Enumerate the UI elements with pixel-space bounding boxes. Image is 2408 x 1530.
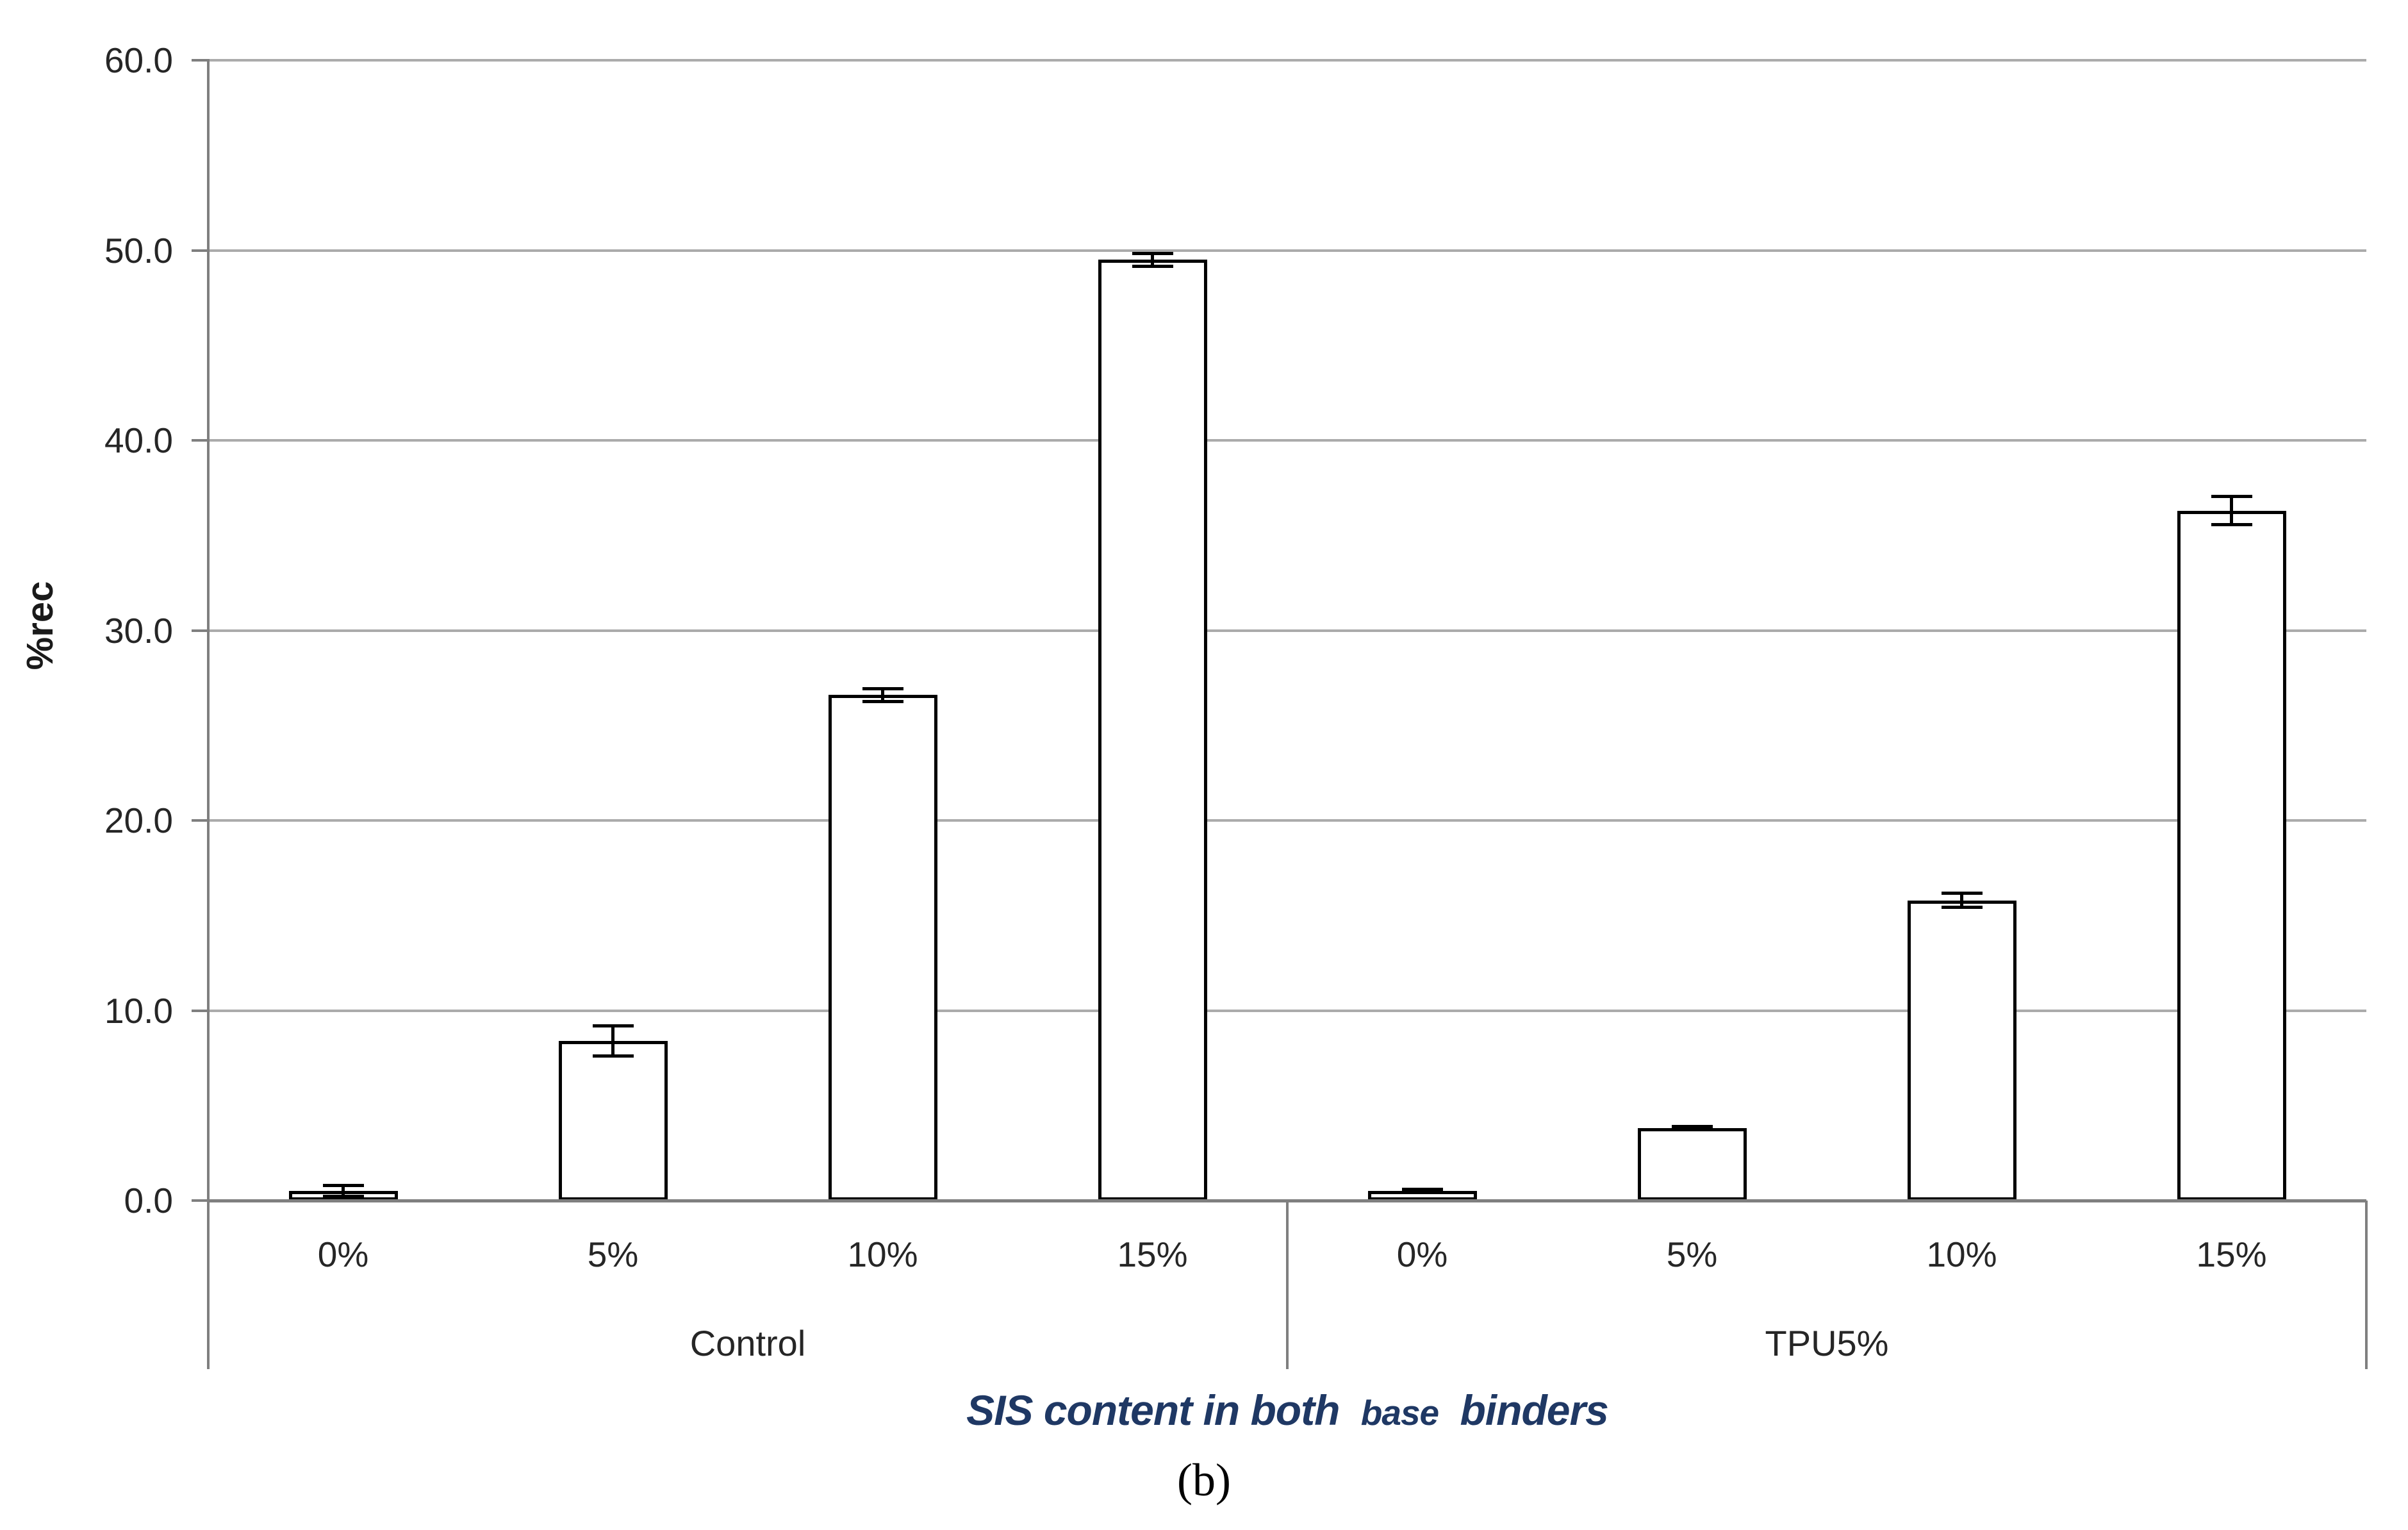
error-bar-line-Control-10% xyxy=(881,688,884,702)
error-bar-cap-top-Control-10% xyxy=(862,686,903,690)
y-tick-label-60.0: 60.0 xyxy=(104,40,173,80)
error-bar-cap-bottom-Control-15% xyxy=(1132,264,1173,268)
category-label-Control-0%: 0% xyxy=(317,1235,369,1274)
error-bar-cap-top-TPU5%-5% xyxy=(1671,1125,1713,1129)
error-bar-line-Control-5% xyxy=(611,1026,614,1056)
group-divider-1 xyxy=(1286,1201,1289,1369)
bar-TPU5%-10% xyxy=(1907,900,2016,1201)
x-axis-title-part2: base xyxy=(1360,1393,1439,1433)
error-bar-cap-top-TPU5%-0% xyxy=(1401,1188,1443,1192)
y-axis-line xyxy=(207,59,210,1369)
error-bar-line-Control-0% xyxy=(342,1185,345,1197)
category-label-Control-5%: 5% xyxy=(587,1235,639,1274)
category-label-TPU5%-5%: 5% xyxy=(1666,1235,1718,1274)
y-tick-label-0.0: 0.0 xyxy=(124,1181,173,1220)
error-bar-cap-bottom-TPU5%-10% xyxy=(1941,906,1983,910)
category-label-Control-10%: 10% xyxy=(847,1235,918,1274)
error-bar-line-TPU5%-10% xyxy=(1960,892,1963,908)
error-bar-cap-bottom-TPU5%-0% xyxy=(1401,1191,1443,1195)
bar-TPU5%-15% xyxy=(2177,510,2286,1201)
error-bar-cap-top-Control-0% xyxy=(322,1184,364,1188)
gridline-60 xyxy=(208,59,2366,62)
x-axis-title: SIS content in both base binders xyxy=(208,1386,2366,1437)
error-bar-cap-bottom-TPU5%-15% xyxy=(2211,522,2252,526)
y-tick-60.0 xyxy=(192,59,207,62)
y-tick-0.0 xyxy=(192,1199,207,1202)
y-tick-40.0 xyxy=(192,439,207,442)
error-bar-cap-bottom-Control-10% xyxy=(862,699,903,703)
y-tick-50.0 xyxy=(192,249,207,252)
group-divider-2 xyxy=(2365,1201,2368,1369)
gridline-30 xyxy=(208,629,2366,632)
y-tick-30.0 xyxy=(192,629,207,632)
x-axis-line xyxy=(208,1199,2366,1202)
error-bar-cap-top-TPU5%-10% xyxy=(1941,891,1983,895)
category-label-TPU5%-15%: 15% xyxy=(2196,1235,2267,1274)
gridline-20 xyxy=(208,819,2366,822)
x-axis-title-part3: binders xyxy=(1460,1386,1608,1434)
error-bar-cap-top-TPU5%-15% xyxy=(2211,495,2252,499)
group-label-TPU5%: TPU5% xyxy=(1765,1323,1889,1363)
figure-caption: (b) xyxy=(1177,1454,1231,1506)
bar-Control-15% xyxy=(1098,260,1207,1201)
error-bar-cap-top-Control-15% xyxy=(1132,251,1173,255)
gridline-40 xyxy=(208,439,2366,442)
error-bar-cap-bottom-TPU5%-5% xyxy=(1671,1128,1713,1132)
y-tick-label-50.0: 50.0 xyxy=(104,230,173,270)
y-tick-label-30.0: 30.0 xyxy=(104,610,173,651)
y-tick-label-40.0: 40.0 xyxy=(104,420,173,460)
bar-Control-5% xyxy=(558,1040,668,1201)
y-tick-20.0 xyxy=(192,819,207,822)
y-tick-label-20.0: 20.0 xyxy=(104,801,173,840)
error-bar-cap-bottom-Control-5% xyxy=(592,1054,634,1058)
category-label-TPU5%-0%: 0% xyxy=(1396,1235,1448,1274)
y-tick-10.0 xyxy=(192,1009,207,1012)
x-axis-title-part1: SIS content in both xyxy=(966,1386,1340,1434)
category-label-Control-15%: 15% xyxy=(1117,1235,1188,1274)
category-label-TPU5%-10%: 10% xyxy=(1926,1235,1997,1274)
error-bar-cap-bottom-Control-0% xyxy=(322,1195,364,1199)
error-bar-cap-top-Control-5% xyxy=(592,1024,634,1028)
gridline-50 xyxy=(208,249,2366,252)
error-bar-line-Control-15% xyxy=(1151,253,1154,267)
bar-Control-10% xyxy=(828,695,937,1201)
bar-TPU5%-5% xyxy=(1637,1128,1747,1201)
gridline-10 xyxy=(208,1009,2366,1012)
group-label-Control: Control xyxy=(689,1323,806,1363)
error-bar-line-TPU5%-15% xyxy=(2230,496,2233,525)
y-tick-label-10.0: 10.0 xyxy=(104,990,173,1031)
